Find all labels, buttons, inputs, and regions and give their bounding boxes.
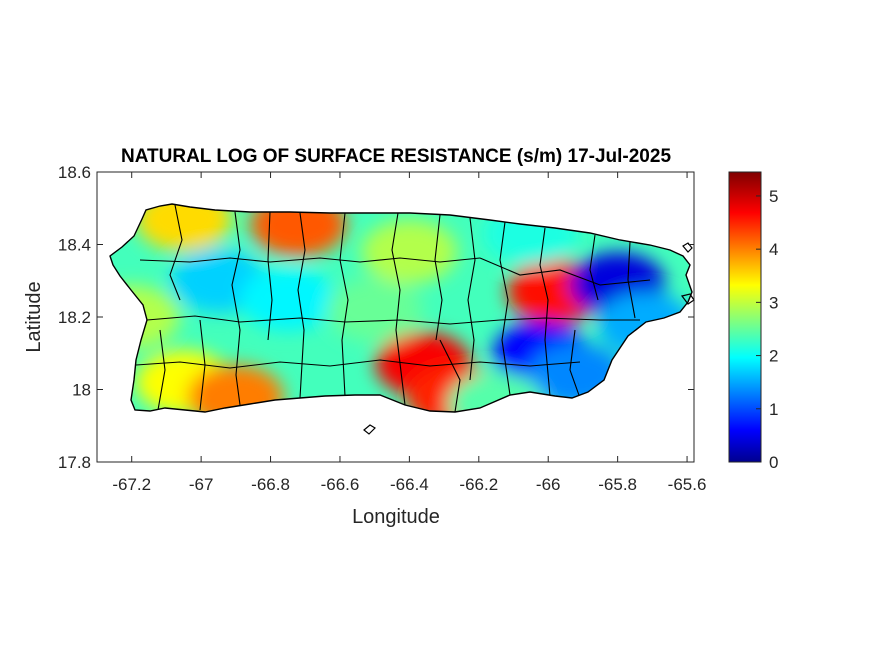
municipality-boundary-0 bbox=[169, 204, 183, 301]
municipality-boundary-6 bbox=[434, 214, 443, 341]
y-tick-label: 18.2 bbox=[58, 308, 91, 327]
value-region-10 bbox=[361, 219, 458, 284]
small-island-0 bbox=[682, 242, 693, 253]
colorbar-ticks: 0 1 2 3 4 5 bbox=[756, 187, 778, 472]
municipality-boundaries bbox=[135, 204, 651, 412]
x-axis: -67.2 -67 -66.8 -66.6 -66.4 -66.2 -66 -65.8 -65.… bbox=[112, 172, 706, 494]
x-tick-label: -65.6 bbox=[668, 475, 707, 494]
municipality-boundary-12 bbox=[139, 257, 481, 263]
value-region-9 bbox=[326, 277, 423, 342]
municipality-boundary-17 bbox=[157, 329, 166, 411]
value-region-3 bbox=[239, 266, 336, 331]
colorbar-tick-label: 1 bbox=[769, 400, 778, 419]
municipality-boundary-11 bbox=[627, 241, 636, 319]
colorbar-tick-label: 2 bbox=[769, 347, 778, 366]
municipality-boundary-10 bbox=[589, 234, 599, 301]
municipality-boundary-15 bbox=[479, 257, 651, 286]
x-tick-label: -65.8 bbox=[598, 475, 637, 494]
small-island-2 bbox=[363, 424, 376, 435]
x-tick-label: -66.4 bbox=[390, 475, 429, 494]
colorbar-tick-label: 0 bbox=[769, 453, 778, 472]
x-tick-label: -67 bbox=[189, 475, 214, 494]
colorbar-tick-label: 3 bbox=[769, 293, 778, 312]
y-axis-label: Latitude bbox=[23, 281, 45, 352]
x-tick-label: -67.2 bbox=[112, 475, 151, 494]
colorbar-tick-label: 5 bbox=[769, 187, 778, 206]
x-tick-label: -66.8 bbox=[251, 475, 290, 494]
coastline bbox=[109, 203, 693, 413]
colorbar: 0 1 2 3 4 5 bbox=[728, 171, 778, 472]
colorbar-tick-label: 4 bbox=[769, 240, 778, 259]
municipality-boundary-16 bbox=[199, 319, 206, 411]
y-tick-label: 18 bbox=[72, 381, 91, 400]
x-tick-label: -66.2 bbox=[459, 475, 498, 494]
municipality-boundary-13 bbox=[146, 315, 640, 325]
x-tick-label: -66 bbox=[536, 475, 561, 494]
municipality-boundary-3 bbox=[297, 212, 306, 399]
x-tick-label: -66.6 bbox=[321, 475, 360, 494]
municipality-boundary-8 bbox=[499, 221, 511, 396]
x-axis-label: Longitude bbox=[352, 506, 440, 528]
municipality-boundary-7 bbox=[467, 217, 476, 381]
municipality-boundary-19 bbox=[569, 329, 581, 399]
value-region-5 bbox=[187, 364, 284, 412]
colorbar-gradient bbox=[728, 171, 762, 463]
municipality-boundary-4 bbox=[339, 212, 349, 397]
y-tick-label: 18.6 bbox=[58, 163, 91, 182]
y-tick-label: 17.8 bbox=[58, 453, 91, 472]
map-title: NATURAL LOG OF SURFACE RESISTANCE (s/m) … bbox=[121, 146, 671, 167]
municipality-boundary-9 bbox=[539, 227, 551, 397]
value-region-1 bbox=[135, 204, 232, 252]
municipality-boundary-5 bbox=[391, 212, 406, 406]
municipality-boundary-1 bbox=[231, 211, 241, 406]
y-axis: 17.8 18 18.2 18.4 18.6 bbox=[58, 163, 694, 472]
municipality-boundary-18 bbox=[439, 339, 461, 412]
y-tick-label: 18.4 bbox=[58, 236, 91, 255]
